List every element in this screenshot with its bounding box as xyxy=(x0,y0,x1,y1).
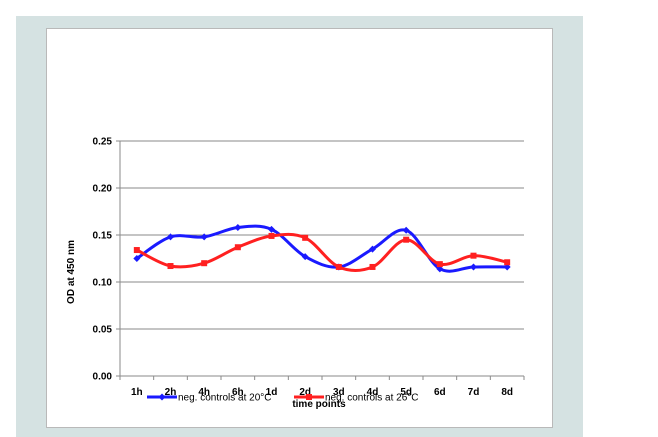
data-point xyxy=(133,255,141,262)
legend-label: neg. controls at 20°C xyxy=(178,393,272,404)
x-tick-label: 2d xyxy=(299,387,311,398)
legend: neg. controls at 20°C neg. controls at 26… xyxy=(147,393,419,404)
data-point xyxy=(301,253,309,261)
x-tick-label: 4h xyxy=(198,387,210,398)
figure-frame: 0.00 0.05 0.10 0.15 0.20 0.25 1h 2h 4h 6h 1d 2d 3d 4… xyxy=(16,16,583,437)
data-point xyxy=(234,244,241,251)
y-tick-label: 0.15 xyxy=(93,231,113,242)
data-point xyxy=(268,232,275,239)
line-chart: 0.00 0.05 0.10 0.15 0.20 0.25 1h 2h 4h 6h 1d 2d 3d 4… xyxy=(66,137,525,410)
x-tick-label: 7d xyxy=(468,387,480,398)
x-tick-label: 6h xyxy=(232,387,244,398)
data-point xyxy=(504,259,511,266)
x-axis-ticks: 1h 2h 4h 6h 1d 2d 3d 4d 5d 6d 7d 8d xyxy=(119,376,525,398)
x-tick-label: 2h xyxy=(165,387,177,398)
data-point xyxy=(133,247,140,254)
x-tick-label: 3d xyxy=(333,387,345,398)
data-point xyxy=(436,261,443,268)
y-tick-label: 0.10 xyxy=(93,278,113,289)
x-tick-label: 5d xyxy=(400,387,412,398)
y-tick-label: 0.25 xyxy=(93,137,113,148)
x-tick-label: 6d xyxy=(434,387,446,398)
legend-item-1: neg. controls at 20°C xyxy=(147,393,272,404)
y-axis-ticks: 0.00 0.05 0.10 0.15 0.20 0.25 xyxy=(93,137,120,383)
data-point xyxy=(268,225,275,233)
x-tick-label: 1d xyxy=(266,387,278,398)
data-point xyxy=(302,234,309,241)
data-point xyxy=(470,263,477,271)
series-2 xyxy=(133,232,511,272)
x-tick-label: 4d xyxy=(367,387,379,398)
legend-item-2: neg. controls at 26°C xyxy=(294,393,419,404)
series-lines xyxy=(133,223,511,273)
y-tick-label: 0.00 xyxy=(93,372,113,383)
data-point xyxy=(403,236,410,243)
x-tick-label: 1h xyxy=(131,387,143,398)
data-point xyxy=(369,263,376,270)
y-axis-title: OD at 450 nm xyxy=(66,240,77,304)
data-point xyxy=(167,263,174,270)
data-point xyxy=(335,263,342,270)
data-point xyxy=(369,245,376,253)
data-point xyxy=(201,260,208,267)
data-point xyxy=(167,233,174,241)
data-point xyxy=(470,252,477,259)
data-point xyxy=(234,223,242,231)
y-tick-label: 0.05 xyxy=(93,325,113,336)
x-tick-label: 8d xyxy=(501,387,513,398)
chart-area: 0.00 0.05 0.10 0.15 0.20 0.25 1h 2h 4h 6h 1d 2d 3d 4… xyxy=(46,28,553,428)
data-point xyxy=(200,233,208,241)
legend-label: neg. controls at 26°C xyxy=(325,393,419,404)
legend-marker xyxy=(306,394,312,400)
legend-marker xyxy=(158,393,166,401)
data-point xyxy=(402,226,410,234)
y-tick-label: 0.20 xyxy=(93,184,113,195)
x-axis-title: time points xyxy=(292,399,346,410)
